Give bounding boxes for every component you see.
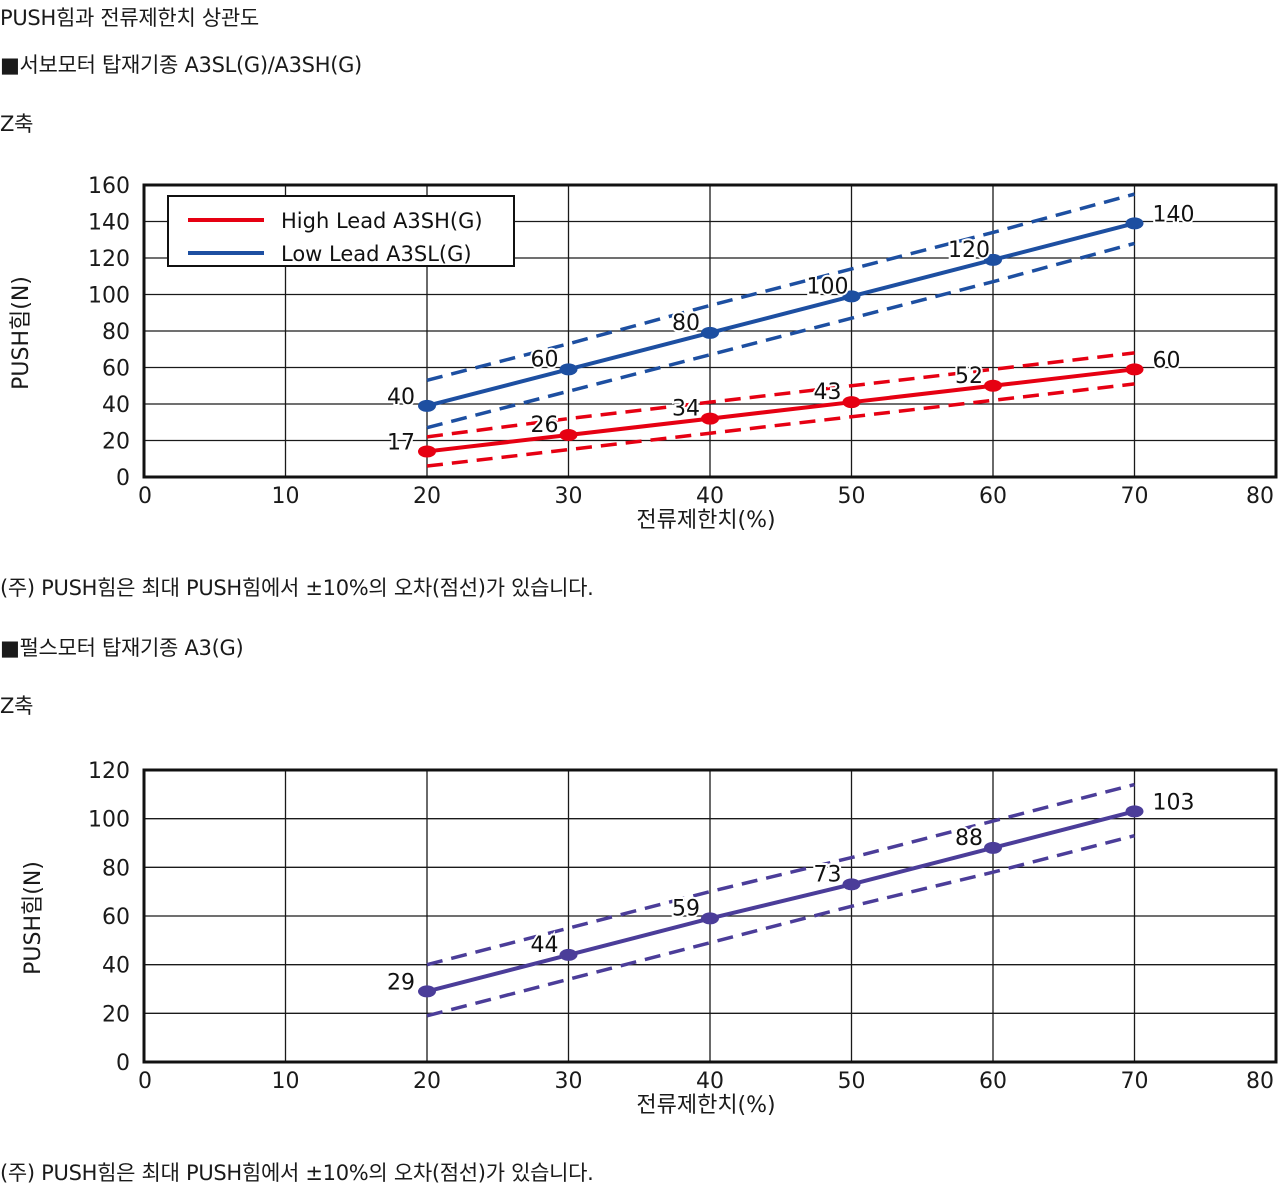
y-tick-label: 0: [116, 1051, 130, 1076]
lower-tolerance-line: [426, 382, 1135, 468]
upper-tolerance-line: [426, 782, 1135, 967]
legend: High Lead A3SH(G) Low Lead A3SL(G): [167, 195, 515, 267]
y-axis-label: PUSH힘(N): [9, 276, 34, 390]
data-point: [418, 985, 436, 998]
x-tick-label: 80: [1246, 484, 1274, 509]
x-tick-label: 30: [555, 1069, 583, 1094]
section1-axis-label: Z축: [0, 112, 34, 136]
y-tick-label: 40: [102, 393, 130, 418]
page-title: PUSH힘과 전류제한치 상관도: [0, 6, 259, 30]
x-tick-label: 0: [138, 484, 152, 509]
legend-label: Low Lead A3SL(G): [281, 242, 472, 266]
lower-tolerance-line: [426, 241, 1135, 430]
data-label: 120: [948, 238, 990, 263]
section2-note: (주) PUSH힘은 최대 PUSH힘에서 ±10%의 오차(점선)가 있습니다…: [0, 1161, 594, 1185]
series-line: [426, 809, 1135, 994]
x-tick-label: 60: [979, 484, 1007, 509]
x-tick-label: 70: [1121, 1069, 1149, 1094]
data-label: 80: [672, 311, 700, 336]
data-label: 73: [814, 862, 842, 887]
upper-tolerance-line: [426, 351, 1135, 439]
data-point: [984, 379, 1002, 392]
data-point: [701, 326, 719, 339]
x-axis-label: 전류제한치(%): [636, 1093, 775, 1118]
data-point: [559, 429, 578, 442]
y-tick-label: 20: [102, 1002, 130, 1027]
x-tick-label: 60: [979, 1069, 1007, 1094]
data-point: [984, 253, 1002, 266]
x-tick-label: 80: [1246, 1069, 1274, 1094]
series-line: [426, 367, 1135, 454]
chart-servo-push-force: 0 20 40 60 80 100 120 140 160 0 10 20 30 40 50 60 70 80 전류…: [9, 174, 1278, 533]
x-axis-label: 전류제한치(%): [636, 508, 775, 533]
data-point: [559, 948, 578, 961]
data-point: [842, 396, 861, 409]
data-label: 26: [531, 413, 559, 438]
legend-label: High Lead A3SH(G): [281, 209, 483, 233]
lower-tolerance-line: [426, 834, 1135, 1018]
y-tick-label: 60: [102, 905, 130, 930]
y-tick-label: 80: [102, 320, 130, 345]
data-point: [701, 912, 719, 925]
x-tick-label: 50: [838, 484, 866, 509]
y-tick-label: 60: [102, 357, 130, 382]
section2-axis-label: Z축: [0, 694, 34, 718]
plot-frame: [142, 183, 1278, 479]
data-point: [1125, 363, 1144, 376]
y-tick-label: 140: [88, 211, 130, 236]
plot-frame: [142, 768, 1278, 1064]
data-label: 59: [672, 896, 700, 921]
data-point: [842, 290, 861, 303]
series-line: [426, 221, 1135, 408]
data-point: [984, 841, 1002, 854]
section1-heading: ■서보모터 탑재기종 A3SL(G)/A3SH(G): [0, 53, 362, 77]
data-point: [559, 363, 578, 376]
x-tick-label: 10: [272, 1069, 300, 1094]
data-label: 17: [387, 430, 415, 455]
chart-pulse-push-force: 0 20 40 60 80 100 120 0 10 20 30 40 50 60 70 80 전류제한치(%)…: [21, 759, 1278, 1118]
y-tick-label: 40: [102, 954, 130, 979]
data-point: [842, 878, 861, 891]
y-tick-label: 100: [88, 284, 130, 309]
data-label: 100: [807, 274, 849, 299]
data-point: [701, 412, 719, 425]
y-tick-label: 120: [88, 759, 130, 784]
x-tick-label: 30: [555, 484, 583, 509]
x-tick-label: 20: [413, 484, 441, 509]
x-tick-label: 20: [413, 1069, 441, 1094]
data-point: [1125, 217, 1144, 230]
data-label: 60: [1153, 348, 1181, 373]
x-tick-label: 70: [1121, 484, 1149, 509]
data-label: 40: [387, 385, 415, 410]
y-tick-label: 160: [88, 174, 130, 199]
x-tick-label: 0: [138, 1069, 152, 1094]
section2-heading: ■펄스모터 탑재기종 A3(G): [0, 636, 244, 660]
data-label: 44: [531, 933, 559, 958]
x-tick-label: 10: [272, 484, 300, 509]
y-tick-label: 120: [88, 247, 130, 272]
y-tick-label: 20: [102, 430, 130, 455]
data-point: [418, 399, 436, 412]
data-point: [418, 445, 436, 458]
data-label: 60: [531, 347, 559, 372]
data-label: 88: [955, 826, 983, 851]
data-label: 34: [672, 397, 700, 422]
data-point: [1125, 805, 1144, 818]
y-tick-label: 0: [116, 466, 130, 491]
section1-note: (주) PUSH힘은 최대 PUSH힘에서 ±10%의 오차(점선)가 있습니다…: [0, 576, 594, 600]
x-tick-label: 40: [696, 1069, 724, 1094]
upper-tolerance-line: [426, 192, 1135, 382]
y-tick-label: 100: [88, 808, 130, 833]
data-label: 43: [814, 380, 842, 405]
y-axis-label: PUSH힘(N): [21, 861, 46, 975]
x-tick-label: 50: [838, 1069, 866, 1094]
data-label: 52: [955, 364, 983, 389]
x-tick-label: 40: [696, 484, 724, 509]
y-tick-label: 80: [102, 856, 130, 881]
data-label: 140: [1153, 202, 1195, 227]
data-label: 103: [1153, 790, 1195, 815]
data-label: 29: [387, 970, 415, 995]
